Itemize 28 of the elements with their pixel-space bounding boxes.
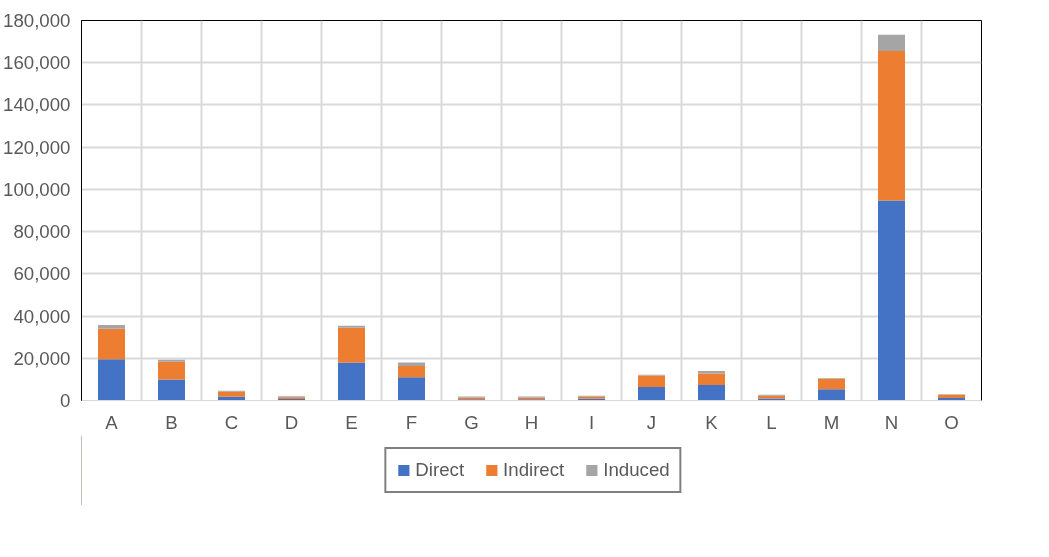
legend-label: Direct bbox=[415, 459, 465, 481]
x-tick-label: J bbox=[646, 411, 657, 433]
x-tick-label: N bbox=[884, 411, 899, 433]
x-tick-label: D bbox=[284, 411, 299, 433]
legend-label: Indirect bbox=[503, 459, 565, 481]
y-tick-label: 20,000 bbox=[13, 347, 71, 369]
x-tick-label: O bbox=[944, 411, 959, 433]
x-tick-label: B bbox=[165, 411, 178, 433]
y-tick-label: 160,000 bbox=[3, 52, 71, 74]
x-tick-label: H bbox=[524, 411, 539, 433]
x-tick-label: K bbox=[705, 411, 719, 433]
y-tick-label: 80,000 bbox=[13, 221, 71, 243]
x-tick-label: C bbox=[224, 411, 239, 433]
y-tick-label: 180,000 bbox=[3, 10, 71, 31]
legend-label: Induced bbox=[603, 459, 670, 481]
x-tick-label: L bbox=[766, 411, 777, 433]
x-tick-label: A bbox=[105, 411, 119, 433]
x-tick-label: M bbox=[823, 411, 840, 433]
y-tick-label: 40,000 bbox=[13, 305, 71, 327]
x-tick-label: G bbox=[464, 411, 479, 433]
x-tick-label: E bbox=[345, 411, 358, 433]
y-tick-label: 60,000 bbox=[13, 263, 71, 285]
x-tick-label: F bbox=[405, 411, 418, 433]
x-tick-label: I bbox=[588, 411, 595, 433]
y-tick-label: 0 bbox=[60, 390, 71, 411]
y-tick-label: 140,000 bbox=[3, 94, 71, 116]
y-tick-label: 120,000 bbox=[3, 136, 71, 158]
y-tick-label: 100,000 bbox=[3, 178, 71, 200]
